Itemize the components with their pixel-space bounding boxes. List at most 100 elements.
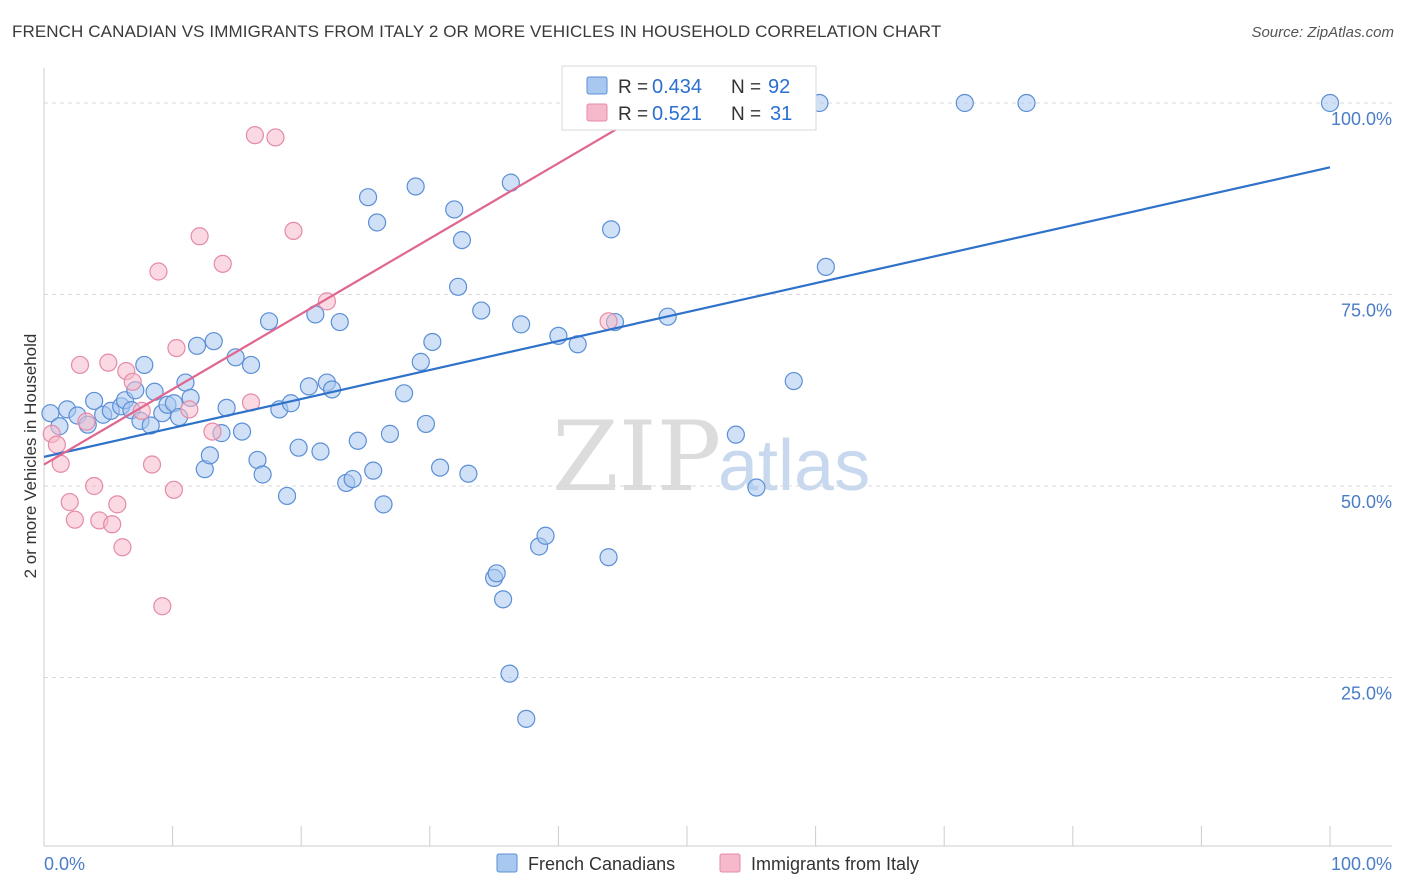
point-french-canadians-43 <box>330 312 349 332</box>
legend-label-immigrants-italy: Immigrants from Italy <box>751 854 919 874</box>
point-immigrants-italy-24 <box>213 254 232 273</box>
point-french-canadians-69 <box>517 709 536 728</box>
x-tick-label-max: 100.0% <box>1331 854 1392 874</box>
stats-legend: R = 0.434 N = 92 R = 0.521 N = 31 <box>561 65 817 131</box>
point-french-canadians-25 <box>204 332 223 351</box>
point-immigrants-italy-23 <box>203 422 222 441</box>
point-immigrants-italy-19 <box>164 480 183 499</box>
point-immigrants-italy-12 <box>113 538 132 557</box>
stats-r-value-1: 0.434 <box>652 76 702 98</box>
point-immigrants-italy-16 <box>142 455 162 474</box>
point-french-canadians-48 <box>364 461 383 480</box>
stats-legend-swatch-blue <box>586 76 608 95</box>
stats-r-label-2: R = <box>618 104 648 125</box>
stats-n-value-2: 31 <box>770 103 792 125</box>
stats-r-value-2: 0.521 <box>652 103 702 125</box>
point-immigrants-italy-1 <box>47 435 66 454</box>
point-immigrants-italy-11 <box>108 495 127 514</box>
point-immigrants-italy-17 <box>149 262 168 281</box>
point-french-canadians-58 <box>445 200 464 219</box>
stats-legend-swatch-pink <box>586 103 608 122</box>
trend-line-immigrants-italy <box>43 102 662 466</box>
point-french-canadians-68 <box>512 315 531 334</box>
point-french-canadians-66 <box>500 664 519 683</box>
point-french-canadians-45 <box>343 469 362 489</box>
point-french-canadians-50 <box>374 495 393 514</box>
x-tick-label-min: 0.0% <box>44 854 85 874</box>
point-french-canadians-33 <box>259 312 279 331</box>
stats-n-label-1: N = <box>731 77 761 98</box>
point-french-canadians-64 <box>487 564 506 583</box>
point-immigrants-italy-28 <box>284 221 303 241</box>
point-immigrants-italy-10 <box>103 515 122 534</box>
point-french-canadians-13 <box>135 355 154 375</box>
point-french-canadians-22 <box>187 336 207 355</box>
point-french-canadians-61 <box>459 464 478 483</box>
point-immigrants-italy-30 <box>599 312 618 331</box>
point-french-canadians-75 <box>602 220 621 239</box>
point-french-canadians-42 <box>322 380 342 399</box>
point-immigrants-italy-7 <box>85 476 104 496</box>
point-french-canadians-51 <box>380 424 400 443</box>
point-french-canadians-49 <box>367 213 387 232</box>
point-french-canadians-55 <box>416 414 436 434</box>
y-tick-label-25: 25.0% <box>1341 683 1392 703</box>
point-french-canadians-24 <box>200 446 219 465</box>
point-immigrants-italy-3 <box>60 492 79 512</box>
point-immigrants-italy-9 <box>99 353 118 372</box>
point-french-canadians-29 <box>232 422 252 441</box>
point-immigrants-italy-18 <box>153 597 172 616</box>
point-french-canadians-57 <box>430 458 450 477</box>
point-french-canadians-40 <box>311 442 330 461</box>
series-legend: French Canadians Immigrants from Italy <box>496 853 919 874</box>
point-french-canadians-81 <box>747 478 766 497</box>
point-french-canadians-37 <box>289 438 308 457</box>
point-french-canadians-30 <box>241 355 261 375</box>
point-french-canadians-87 <box>1320 93 1340 113</box>
point-french-canadians-47 <box>358 188 378 207</box>
legend-label-french-canadians: French Canadians <box>528 854 675 874</box>
trend-lines <box>43 102 1331 466</box>
x-tick-marks <box>172 826 1331 846</box>
point-french-canadians-53 <box>406 177 425 196</box>
point-immigrants-italy-4 <box>65 510 84 529</box>
point-immigrants-italy-21 <box>180 400 199 419</box>
stats-r-label-1: R = <box>618 77 648 98</box>
trend-line-french-canadians <box>43 166 1331 458</box>
point-french-canadians-82 <box>784 371 803 391</box>
point-french-canadians-59 <box>448 277 468 296</box>
point-immigrants-italy-20 <box>167 339 186 358</box>
point-french-canadians-46 <box>348 431 367 450</box>
y-tick-label-50: 50.0% <box>1341 492 1392 512</box>
point-french-canadians-5 <box>85 391 104 411</box>
point-immigrants-italy-27 <box>266 128 285 147</box>
point-french-canadians-52 <box>394 384 414 403</box>
point-immigrants-italy-5 <box>70 355 90 375</box>
watermark-zip: ZIP <box>552 401 721 513</box>
axes <box>43 68 1392 847</box>
chart-title: FRENCH CANADIAN VS IMMIGRANTS FROM ITALY… <box>12 22 942 41</box>
point-french-canadians-60 <box>452 230 472 250</box>
y-axis-title: 2 or more Vehicles in Household <box>21 334 40 579</box>
point-french-canadians-62 <box>472 301 491 320</box>
data-points <box>41 93 1340 728</box>
point-french-canadians-65 <box>494 590 513 609</box>
y-tick-labels: 25.0% 50.0% 75.0% 100.0% <box>1331 109 1392 703</box>
point-french-canadians-85 <box>955 93 974 113</box>
gridlines <box>44 102 1392 678</box>
point-french-canadians-71 <box>536 526 555 545</box>
y-tick-label-100: 100.0% <box>1331 109 1392 129</box>
stats-n-value-1: 92 <box>768 76 790 98</box>
point-french-canadians-86 <box>1017 93 1036 113</box>
point-immigrants-italy-26 <box>245 126 265 145</box>
legend-swatch-immigrants-italy <box>719 853 741 873</box>
point-french-canadians-84 <box>816 257 835 277</box>
point-immigrants-italy-6 <box>77 412 96 431</box>
source-label: Source: ZipAtlas.com <box>1251 24 1394 41</box>
point-french-canadians-35 <box>277 486 297 506</box>
y-tick-label-75: 75.0% <box>1341 300 1392 320</box>
point-french-canadians-38 <box>299 377 319 396</box>
legend-swatch-french-canadians <box>496 853 518 873</box>
point-immigrants-italy-14 <box>123 372 142 391</box>
